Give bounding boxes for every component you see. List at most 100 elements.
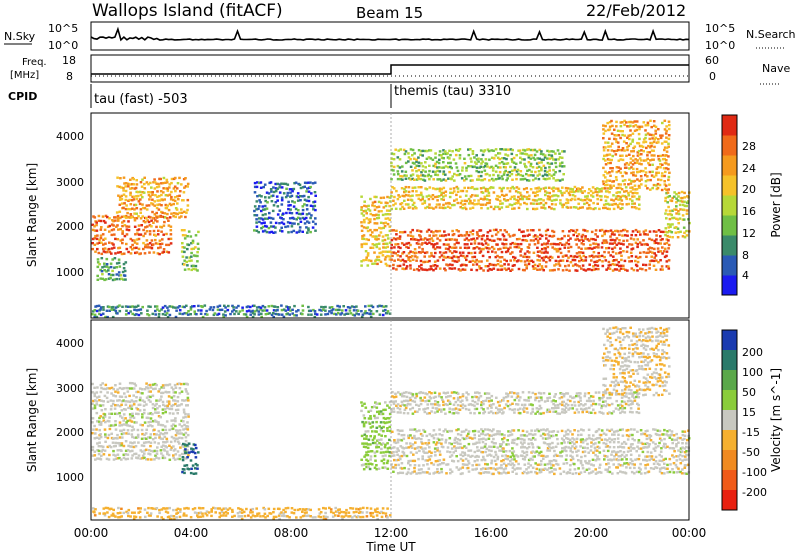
power-cell <box>473 199 476 202</box>
power-cell <box>513 197 516 201</box>
power-cell <box>451 150 454 153</box>
velocity-cell <box>573 462 576 466</box>
power-cell <box>413 238 417 241</box>
power-cell <box>625 166 628 169</box>
velocity-cell <box>473 460 477 463</box>
power-cell <box>497 248 500 251</box>
power-cell <box>630 179 633 183</box>
power-cell <box>156 252 160 255</box>
power-cell <box>307 309 311 313</box>
velocity-cell <box>451 459 454 462</box>
velocity-cell <box>96 442 99 445</box>
velocity-cell <box>96 386 99 389</box>
power-cell <box>415 164 419 167</box>
velocity-cell <box>509 463 513 466</box>
power-cell <box>367 259 371 262</box>
velocity-cell <box>580 455 583 459</box>
power-cell <box>366 226 370 229</box>
velocity-cell <box>130 404 134 407</box>
power-cell <box>471 259 475 263</box>
power-cell <box>279 216 282 219</box>
power-cell <box>185 312 189 315</box>
power-cell <box>655 171 658 174</box>
power-cell <box>342 305 345 308</box>
power-cell <box>548 205 551 209</box>
velocity-cell <box>496 455 500 459</box>
power-cell <box>554 259 558 263</box>
power-cell <box>660 172 664 175</box>
velocity-cell <box>143 437 146 440</box>
power-cell <box>367 238 370 242</box>
velocity-cell <box>149 390 152 393</box>
power-cell <box>474 260 477 263</box>
velocity-cell <box>94 458 97 461</box>
power-cell <box>377 255 381 259</box>
velocity-cell <box>99 423 103 426</box>
power-cell <box>543 207 547 210</box>
power-cell <box>519 156 522 159</box>
power-cell <box>668 183 671 186</box>
power-cell <box>594 263 597 267</box>
velocity-cell <box>141 399 145 402</box>
power-cell <box>532 202 535 205</box>
velocity-cell <box>110 424 113 427</box>
power-cell <box>535 150 539 153</box>
velocity-cell <box>455 466 459 469</box>
power-cell <box>571 264 575 267</box>
power-cell <box>255 200 259 203</box>
power-cell <box>535 199 539 202</box>
velocity-cell <box>506 439 509 442</box>
velocity-cell <box>395 459 398 462</box>
power-cell <box>245 315 249 319</box>
power-cell <box>591 247 594 250</box>
power-cell <box>673 191 676 194</box>
power-cell <box>295 314 298 317</box>
power-cell <box>637 207 641 211</box>
velocity-cell <box>436 468 439 471</box>
power-cell <box>629 129 632 132</box>
power-cell <box>602 182 606 186</box>
power-cell <box>397 258 400 261</box>
power-cell <box>572 233 575 237</box>
power-cell <box>151 243 155 246</box>
velocity-cell <box>126 424 129 427</box>
power-cell <box>103 262 106 265</box>
power-cell <box>366 264 370 267</box>
power-cell <box>101 266 104 269</box>
power-cell <box>626 146 629 149</box>
power-cell <box>612 194 615 197</box>
power-cell <box>499 229 502 232</box>
power-cell <box>438 234 442 237</box>
velocity-cell <box>93 404 97 407</box>
power-cell <box>95 315 99 319</box>
power-cell <box>290 225 294 228</box>
velocity-cell <box>551 441 554 445</box>
power-cell <box>503 258 506 261</box>
freq-right-tick-bottom: 0 <box>709 70 716 83</box>
power-cell <box>641 267 644 271</box>
velocity-cell <box>176 429 179 432</box>
velocity-cell <box>568 468 572 471</box>
power-cell <box>423 251 427 255</box>
power-cell <box>527 174 530 177</box>
power-cell <box>140 312 143 315</box>
power-cell <box>453 172 456 176</box>
velocity-cell <box>98 423 101 426</box>
power-cell <box>278 186 281 189</box>
velocity-cell <box>98 416 101 420</box>
velocity-cell <box>552 446 555 449</box>
power-cell <box>540 158 544 161</box>
velocity-cell <box>432 429 436 432</box>
power-cell <box>309 230 312 234</box>
power-cell <box>484 189 488 193</box>
velocity-cell <box>138 387 142 390</box>
power-cell <box>544 178 547 181</box>
power-cell <box>93 315 96 319</box>
power-cell <box>671 223 674 226</box>
power-cell <box>172 306 175 309</box>
power-cell <box>534 234 537 237</box>
power-cell <box>571 193 575 197</box>
power-cell <box>675 197 678 200</box>
velocity-cell <box>425 434 429 438</box>
velocity-cell <box>95 396 99 399</box>
